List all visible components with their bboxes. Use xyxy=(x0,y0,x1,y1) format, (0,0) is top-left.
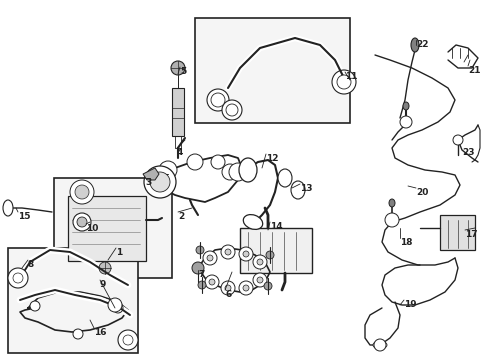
Text: 5: 5 xyxy=(180,67,186,76)
Circle shape xyxy=(13,273,23,283)
Circle shape xyxy=(203,251,217,265)
Circle shape xyxy=(265,251,273,259)
Text: 3: 3 xyxy=(145,178,151,187)
Circle shape xyxy=(257,277,263,283)
Circle shape xyxy=(159,161,177,179)
Circle shape xyxy=(171,61,184,75)
Circle shape xyxy=(210,155,224,169)
Text: 4: 4 xyxy=(177,148,183,157)
Circle shape xyxy=(243,285,248,291)
Text: 7: 7 xyxy=(198,270,204,279)
Ellipse shape xyxy=(410,38,418,52)
Circle shape xyxy=(8,268,28,288)
Circle shape xyxy=(224,249,230,255)
Circle shape xyxy=(206,255,213,261)
Text: 22: 22 xyxy=(415,40,427,49)
Text: 14: 14 xyxy=(269,222,282,231)
Text: 21: 21 xyxy=(467,66,480,75)
Circle shape xyxy=(150,172,170,192)
Circle shape xyxy=(252,255,266,269)
Circle shape xyxy=(77,217,87,227)
Circle shape xyxy=(186,154,203,170)
Bar xyxy=(8,248,138,353)
Ellipse shape xyxy=(239,158,257,182)
Circle shape xyxy=(239,247,252,261)
Circle shape xyxy=(123,335,133,345)
Bar xyxy=(68,196,146,261)
Circle shape xyxy=(70,180,94,204)
Ellipse shape xyxy=(388,199,394,207)
Circle shape xyxy=(373,339,385,351)
Text: 6: 6 xyxy=(224,290,231,299)
Text: 16: 16 xyxy=(94,328,106,337)
Bar xyxy=(172,88,183,136)
Circle shape xyxy=(239,281,252,295)
Polygon shape xyxy=(142,168,159,180)
Text: 11: 11 xyxy=(345,72,357,81)
Circle shape xyxy=(210,93,224,107)
Bar xyxy=(439,215,474,250)
Circle shape xyxy=(243,251,248,257)
Text: 8: 8 xyxy=(28,260,34,269)
Circle shape xyxy=(331,70,355,94)
Text: 1: 1 xyxy=(116,248,122,257)
Bar xyxy=(195,18,349,123)
Circle shape xyxy=(224,285,230,291)
Circle shape xyxy=(221,281,235,295)
Text: 19: 19 xyxy=(403,300,416,309)
Text: 9: 9 xyxy=(100,280,106,289)
Text: 2: 2 xyxy=(178,212,184,221)
Text: 15: 15 xyxy=(18,212,30,221)
Circle shape xyxy=(221,245,235,259)
Circle shape xyxy=(208,279,215,285)
Text: 12: 12 xyxy=(265,154,278,163)
Circle shape xyxy=(99,262,111,274)
Circle shape xyxy=(75,185,89,199)
Ellipse shape xyxy=(3,200,13,216)
Circle shape xyxy=(204,275,219,289)
Circle shape xyxy=(30,301,40,311)
Circle shape xyxy=(192,262,203,274)
Text: 13: 13 xyxy=(299,184,312,193)
Text: 18: 18 xyxy=(399,238,412,247)
Text: 10: 10 xyxy=(86,224,98,233)
Text: 23: 23 xyxy=(461,148,473,157)
Circle shape xyxy=(222,164,238,180)
Ellipse shape xyxy=(278,169,291,187)
Circle shape xyxy=(73,213,91,231)
Circle shape xyxy=(257,259,263,265)
Bar xyxy=(54,178,172,278)
Ellipse shape xyxy=(243,215,262,229)
Bar xyxy=(240,228,311,273)
Circle shape xyxy=(336,75,350,89)
Circle shape xyxy=(118,330,138,350)
Circle shape xyxy=(399,116,411,128)
Circle shape xyxy=(452,135,462,145)
Circle shape xyxy=(252,273,266,287)
Circle shape xyxy=(225,104,238,116)
Circle shape xyxy=(196,246,203,254)
Circle shape xyxy=(228,163,246,181)
Text: 17: 17 xyxy=(464,230,477,239)
Ellipse shape xyxy=(290,181,305,199)
Circle shape xyxy=(206,89,228,111)
Circle shape xyxy=(108,298,122,312)
Circle shape xyxy=(222,100,242,120)
Text: 20: 20 xyxy=(415,188,427,197)
Ellipse shape xyxy=(372,341,386,349)
Ellipse shape xyxy=(402,102,408,110)
Circle shape xyxy=(384,213,398,227)
Circle shape xyxy=(264,282,271,290)
Circle shape xyxy=(113,303,123,313)
Circle shape xyxy=(198,281,205,289)
Circle shape xyxy=(73,329,83,339)
Circle shape xyxy=(143,166,176,198)
